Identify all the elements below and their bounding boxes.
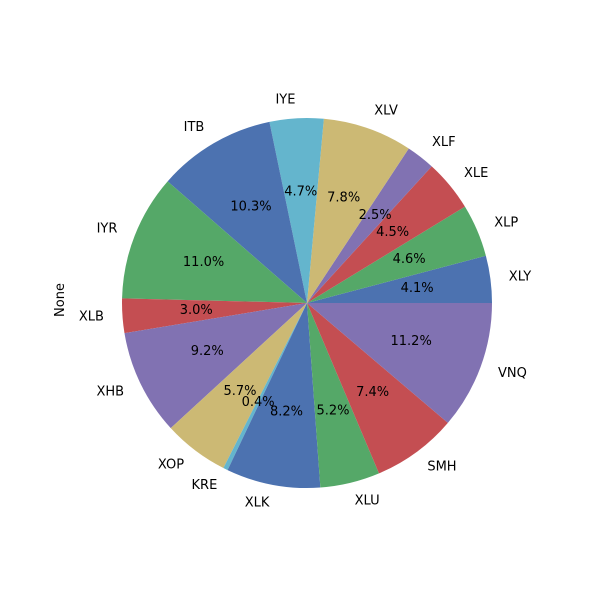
pie-slice-xlu	[307, 303, 380, 488]
pie-percent-label-xlf: 2.5%	[359, 208, 392, 223]
pie-percent-label-xop: 5.7%	[223, 384, 256, 399]
pie-slice-xlf	[307, 148, 432, 303]
pie-category-label-xhb: XHB	[96, 385, 124, 400]
pie-percent-label-xhb: 9.2%	[191, 344, 224, 359]
pie-slice-iye	[269, 118, 324, 303]
pie-category-label-xlf: XLF	[432, 135, 456, 150]
pie-category-label-xlu: XLU	[355, 493, 380, 508]
pie-category-label-xop: XOP	[158, 458, 184, 473]
pie-slice-xlb	[122, 298, 307, 334]
pie-slices	[122, 118, 492, 489]
pie-slice-smh	[307, 303, 448, 474]
pie-category-label-vnq: VNQ	[498, 366, 527, 381]
pie-labels: 4.1% XLY 4.6% XLP 4.5% XLE 2.5% XLF 7.8% XLV 4.7% I…	[79, 92, 531, 510]
pie-category-label-xlb: XLB	[79, 310, 104, 325]
pie-percent-label-iyr: 11.0%	[183, 255, 224, 270]
pie-category-label-itb: ITB	[184, 120, 205, 135]
pie-category-label-xlp: XLP	[494, 216, 518, 231]
pie-percent-label-xlp: 4.6%	[393, 252, 426, 267]
y-axis-label: None	[53, 283, 68, 317]
pie-percent-label-xlv: 7.8%	[327, 191, 360, 206]
pie-category-label-xly: XLY	[509, 269, 531, 284]
pie-slice-kre	[223, 303, 307, 471]
pie-category-label-iyr: IYR	[97, 222, 118, 237]
pie-category-label-smh: SMH	[427, 460, 456, 475]
pie-percent-label-xle: 4.5%	[376, 225, 409, 240]
pie-percent-label-smh: 7.4%	[356, 385, 389, 400]
pie-category-label-xle: XLE	[464, 166, 488, 181]
pie-category-label-xlv: XLV	[374, 103, 398, 118]
pie-slice-iyr	[122, 181, 307, 303]
pie-category-label-iye: IYE	[275, 92, 295, 107]
pie-percent-label-xly: 4.1%	[401, 281, 434, 296]
pie-percent-label-itb: 10.3%	[230, 200, 271, 215]
pie-slice-xly	[307, 255, 492, 303]
pie-slice-xop	[170, 303, 307, 469]
pie-slice-xlp	[307, 206, 486, 303]
pie-percent-label-vnq: 11.2%	[391, 334, 432, 349]
pie-slice-xhb	[124, 303, 307, 429]
pie-percent-label-xlu: 5.2%	[316, 403, 349, 418]
pie-slice-itb	[167, 121, 307, 303]
pie-slice-xlk	[227, 303, 321, 489]
pie-percent-label-kre: 0.4%	[242, 395, 275, 410]
pie-slice-vnq	[307, 303, 492, 423]
pie-category-label-kre: KRE	[192, 478, 218, 493]
pie-percent-label-iye: 4.7%	[284, 185, 317, 200]
pie-percent-label-xlb: 3.0%	[180, 303, 213, 318]
pie-percent-label-xlk: 8.2%	[270, 405, 303, 420]
pie-slice-xlv	[307, 118, 409, 304]
pie-category-label-xlk: XLK	[245, 496, 270, 511]
pie-slice-xle	[307, 166, 465, 303]
